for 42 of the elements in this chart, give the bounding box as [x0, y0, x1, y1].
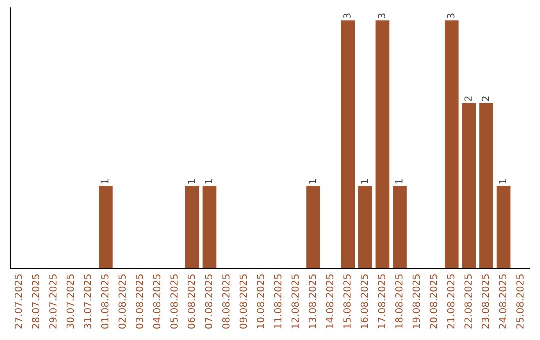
- data-label: 1: [361, 179, 368, 184]
- x-tick-label: 12.08.2025: [292, 274, 300, 328]
- data-label: 3: [344, 14, 351, 18]
- x-tick-label: 09.08.2025: [240, 274, 248, 329]
- data-label: 1: [102, 179, 109, 184]
- x-tick-label: 18.08.2025: [395, 274, 403, 328]
- x-tick-label: 31.07.2025: [84, 274, 92, 329]
- x-tick-label: 11.08.2025: [274, 274, 282, 328]
- data-label: 2: [464, 96, 472, 102]
- x-tick-label: 06.08.2025: [188, 274, 196, 329]
- data-label: 1: [309, 179, 316, 184]
- x-tick-label: 10.08.2025: [257, 274, 264, 328]
- x-tick-label: 17.08.2025: [378, 274, 386, 328]
- data-label: 1: [188, 179, 196, 184]
- data-label: 1: [499, 179, 506, 184]
- x-tick-label: 05.08.2025: [170, 274, 178, 329]
- x-tick-label: 16.08.2025: [360, 274, 368, 328]
- x-tick-label: 29.07.2025: [50, 274, 57, 329]
- x-tick-label: 08.08.2025: [222, 274, 230, 329]
- data-label: 3: [378, 14, 386, 18]
- data-label: 2: [482, 96, 490, 102]
- x-tick-label: 04.08.2025: [153, 274, 161, 329]
- data-label: 1: [396, 179, 403, 184]
- x-tick-label: 14.08.2025: [326, 274, 334, 328]
- x-tick-label: 23.08.2025: [482, 274, 490, 329]
- x-tick-label: 02.08.2025: [118, 274, 126, 329]
- x-tick-label: 13.08.2025: [308, 274, 316, 328]
- x-tick-label: 20.08.2025: [430, 274, 438, 329]
- x-tick-label: 01.08.2025: [101, 274, 109, 329]
- x-tick-label: 28.07.2025: [32, 274, 40, 329]
- data-label: 1: [205, 179, 212, 184]
- x-tick-label: 22.08.2025: [464, 274, 472, 329]
- x-tick-label: 19.08.2025: [412, 274, 420, 328]
- x-tick-label: 24.08.2025: [499, 274, 507, 329]
- x-tick-label: 21.08.2025: [447, 274, 455, 329]
- x-tick-label: 07.08.2025: [205, 274, 213, 329]
- x-tick-label: 25.08.2025: [516, 274, 524, 329]
- x-tick-label: 15.08.2025: [344, 274, 351, 328]
- x-tick-label: 03.08.2025: [136, 274, 144, 329]
- x-tick-label: 27.07.2025: [14, 274, 22, 329]
- data-label: 3: [447, 14, 455, 18]
- x-tick-label: 30.07.2025: [66, 274, 74, 329]
